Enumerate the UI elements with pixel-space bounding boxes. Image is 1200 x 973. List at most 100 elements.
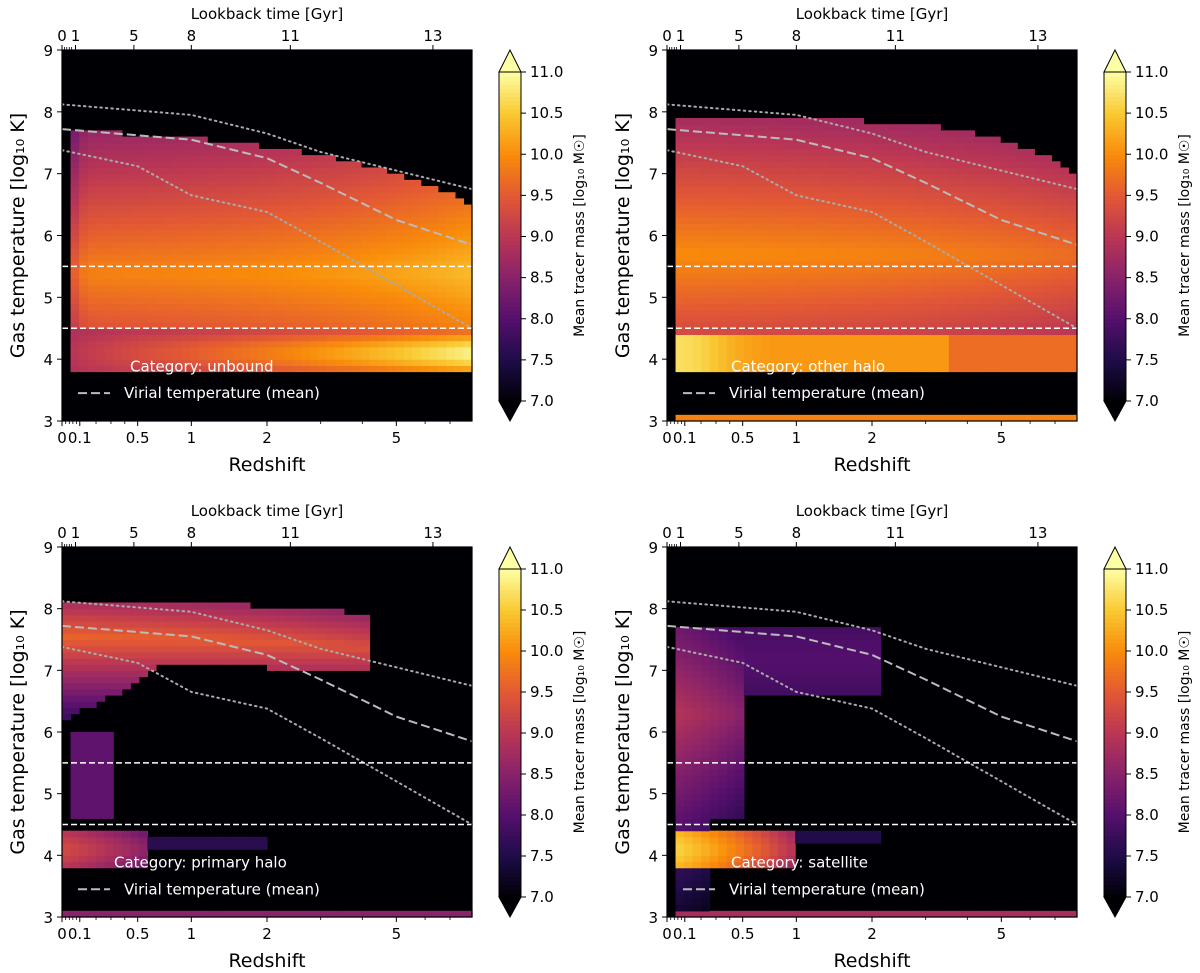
x-tick-label: 0.1 — [673, 429, 697, 447]
heatmap-cell — [181, 309, 191, 317]
heatmap-cell — [1068, 309, 1078, 317]
heatmap-cell — [463, 284, 473, 292]
heatmap-cell — [1042, 303, 1052, 311]
colorbar-cell — [499, 211, 521, 217]
heatmap-cell — [79, 781, 89, 789]
heatmap-cell — [880, 254, 890, 261]
heatmap-cell — [803, 204, 813, 212]
heatmap-cell — [292, 328, 302, 336]
heatmap-cell — [880, 284, 890, 292]
heatmap-cell — [403, 204, 413, 212]
heatmap-cell — [318, 235, 328, 243]
heatmap-cell — [369, 223, 379, 230]
heatmap-cell — [931, 340, 941, 348]
heatmap-cell — [692, 223, 702, 230]
heatmap-cell — [420, 186, 430, 193]
heatmap-cell — [846, 216, 856, 224]
heatmap-cell — [121, 284, 131, 292]
heatmap-cell — [837, 167, 847, 175]
heatmap-cell — [701, 210, 711, 218]
heatmap-cell — [198, 303, 208, 311]
heatmap-cell — [360, 291, 371, 298]
heatmap-cell — [931, 328, 941, 336]
heatmap-cell — [104, 756, 114, 764]
heatmap-cell — [1042, 210, 1052, 218]
heatmap-cell — [684, 179, 694, 187]
heatmap-cell — [62, 645, 72, 653]
heatmap-cell — [301, 608, 311, 616]
heatmap-cell — [1042, 340, 1052, 348]
heatmap-cell — [812, 210, 822, 218]
heatmap-cell — [752, 179, 762, 187]
heatmap-cell — [726, 260, 736, 268]
heatmap-cell — [335, 204, 345, 212]
heatmap-cell — [692, 118, 702, 125]
colorbar-cell — [1104, 88, 1126, 94]
heatmap-cell — [173, 614, 183, 622]
heatmap-cell — [1051, 186, 1061, 193]
heatmap-cell — [147, 651, 157, 659]
heatmap-cell — [803, 340, 813, 348]
heatmap-cell — [352, 315, 362, 323]
heatmap-cell — [215, 621, 225, 628]
heatmap-cell — [198, 334, 208, 342]
heatmap-cell — [991, 365, 1001, 373]
colorbar-cell — [499, 322, 521, 328]
heatmap-cell — [863, 315, 873, 323]
heatmap-cell — [164, 328, 174, 336]
heatmap-cell — [684, 713, 694, 721]
heatmap-cell — [692, 756, 702, 764]
heatmap-cell — [70, 266, 80, 274]
heatmap-cell — [343, 359, 354, 366]
heatmap-cell — [155, 148, 166, 156]
heatmap-cell — [769, 241, 779, 249]
heatmap-cell — [701, 633, 711, 641]
heatmap-cell — [684, 658, 694, 665]
heatmap-cell — [718, 229, 728, 237]
heatmap-cell — [104, 148, 114, 156]
heatmap-cell — [198, 260, 208, 268]
heatmap-cell — [795, 322, 805, 329]
heatmap-cell — [965, 186, 976, 193]
heatmap-cell — [803, 359, 813, 366]
heatmap-cell — [701, 260, 711, 268]
heatmap-cell — [147, 322, 157, 329]
heatmap-cell — [454, 309, 465, 317]
heatmap-cell — [96, 297, 106, 305]
heatmap-cell — [863, 334, 873, 342]
heatmap-cell — [207, 223, 217, 230]
heatmap-cell — [309, 260, 319, 268]
heatmap-cell — [386, 352, 396, 360]
heatmap-cell — [701, 787, 711, 795]
colorbar-cell — [1104, 285, 1126, 291]
colorbar-cell — [1104, 277, 1126, 283]
heatmap-cell — [335, 346, 345, 354]
heatmap-cell — [880, 278, 890, 286]
heatmap-cell — [267, 235, 277, 243]
heatmap-cell — [352, 173, 362, 181]
heatmap-cell — [352, 247, 362, 255]
heatmap-cell — [1000, 272, 1010, 280]
heatmap-cell — [709, 836, 719, 844]
heatmap-cell — [104, 682, 114, 690]
heatmap-cell — [1059, 414, 1070, 422]
heatmap-cell — [752, 278, 762, 286]
heatmap-cell — [906, 291, 916, 298]
heatmap-cell — [931, 142, 941, 150]
heatmap-cell — [412, 192, 422, 199]
heatmap-cell — [743, 260, 754, 268]
heatmap-cell — [360, 614, 371, 622]
heatmap-cell — [155, 627, 166, 634]
heatmap-cell — [675, 867, 685, 875]
heatmap-cell — [718, 309, 728, 317]
heatmap-cell — [173, 639, 183, 647]
heatmap-cell — [692, 235, 702, 243]
heatmap-cell — [267, 627, 277, 634]
heatmap-cell — [318, 633, 328, 641]
heatmap-cell — [130, 272, 140, 280]
heatmap-cell — [62, 910, 72, 918]
heatmap-cell — [820, 148, 830, 156]
heatmap-cell — [983, 266, 993, 274]
heatmap-cell — [795, 241, 805, 249]
heatmap-cell — [79, 328, 89, 336]
